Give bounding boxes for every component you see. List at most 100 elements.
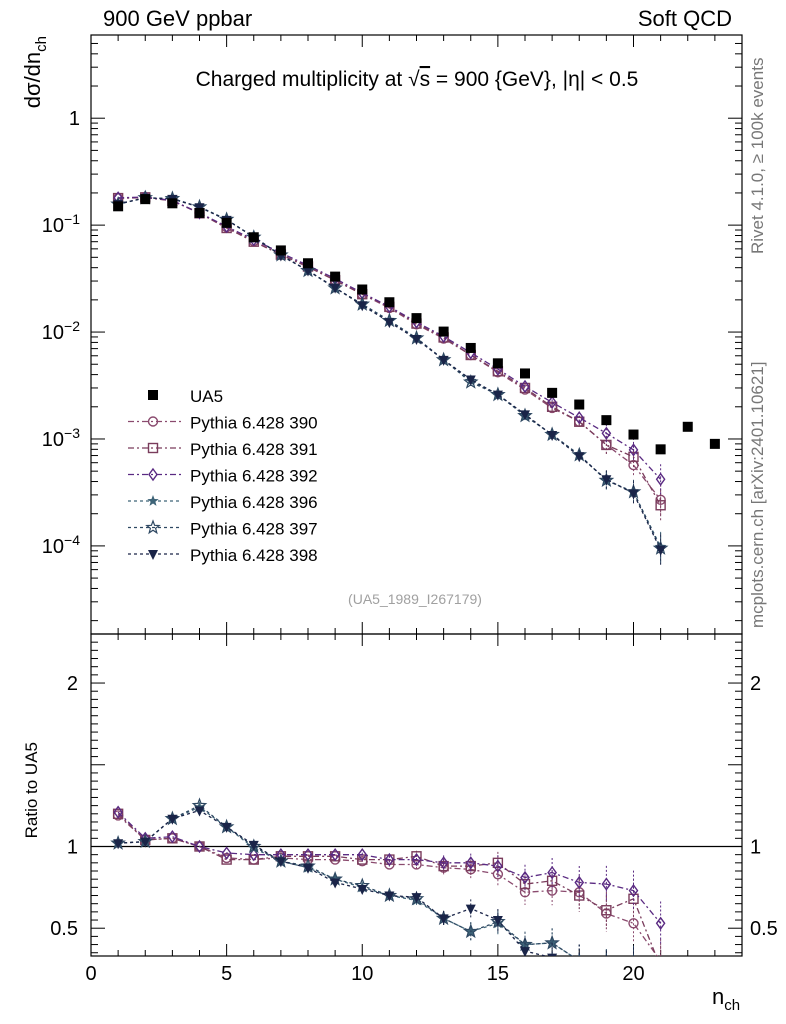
series-391-ratio-point [248, 854, 259, 865]
ua5-data-point [709, 438, 720, 449]
series-398-ratio-point [248, 840, 259, 851]
series-398-point [492, 390, 503, 401]
series-397-ratio-point [654, 984, 666, 996]
series-391-ratio-point [438, 860, 449, 872]
y-tick-label: 10−2 [42, 318, 80, 344]
series-396-ratio-point [655, 984, 666, 995]
legend-marker [148, 467, 158, 482]
ua5-data-point [492, 358, 503, 369]
ua5-data-point [601, 415, 612, 426]
series-392-ratio-point [330, 847, 340, 862]
series-398-ratio-point [275, 857, 286, 868]
series-398-ratio-point [330, 878, 341, 889]
series-398-ratio-point [438, 914, 449, 925]
legend-marker [145, 519, 161, 535]
ua5-data-point [140, 194, 151, 205]
series-398-point [628, 489, 639, 500]
series-398-ratio-point [221, 822, 232, 833]
legend-marker [147, 416, 159, 427]
legend-marker [148, 550, 158, 560]
series-391-ratio-point [519, 878, 531, 890]
y-tick-label: 10−3 [42, 425, 80, 451]
ratio-y-tick-label-right: 0.5 [750, 918, 778, 940]
series-398-ratio-point [194, 806, 205, 817]
series-398-point [601, 475, 612, 486]
series-392-ratio-point [547, 865, 557, 880]
series-398-point [303, 266, 313, 277]
ua5-data-point [682, 421, 693, 432]
series-392-point [547, 395, 557, 410]
ua5-data-point [357, 284, 368, 295]
series-390-ratio-point [628, 918, 639, 929]
ratio-axis-label: Ratio to UA5 [22, 742, 41, 838]
ua5-data-point [574, 399, 585, 410]
series-390-ratio-point [658, 955, 663, 956]
series-398-ratio-point [167, 814, 178, 825]
series-398-point [330, 283, 341, 294]
series-392-ratio-point [411, 852, 422, 867]
series-398-ratio-point [520, 947, 530, 956]
series-392-point [655, 472, 666, 486]
series-398-point [357, 301, 368, 312]
series-391-point [628, 451, 639, 463]
series-391-point [655, 500, 666, 511]
series-392-ratio-point [248, 847, 259, 862]
series-397-ratio-point [462, 923, 479, 939]
ua5-data-point [275, 245, 286, 256]
main-plot-area [110, 189, 720, 565]
series-392-ratio-point [601, 877, 612, 891]
series-398-point [547, 430, 558, 441]
series-398-ratio-point [492, 916, 503, 927]
series-398-ratio-point [465, 904, 476, 915]
series-392-ratio-point [221, 846, 232, 860]
ua5-data-point [113, 201, 124, 212]
ua5-data-point [248, 232, 259, 243]
ratio-plot-area [110, 797, 666, 996]
series-392-ratio-point [194, 839, 205, 854]
legend-label: Pythia 6.428 396 [190, 493, 318, 512]
ratio-y-tick-label-left: 1 [67, 836, 78, 858]
series-392-ratio-point [167, 829, 178, 844]
y-axis-label: dσ/dnch [20, 36, 50, 108]
series-398-ratio-point [574, 957, 584, 967]
x-tick-label: 5 [221, 963, 232, 985]
legend-label: Pythia 6.428 392 [190, 467, 318, 486]
ua5-data-point [330, 271, 341, 282]
y-tick-label: 10−1 [42, 211, 80, 237]
series-392-ratio-point [628, 883, 639, 898]
ua5-data-point [221, 217, 232, 228]
ua5-data-point [194, 207, 205, 218]
ua5-data-point [547, 387, 558, 398]
series-396-ratio-point [601, 961, 612, 972]
ua5-data-point [628, 429, 639, 440]
header-left: 900 GeV ppbar [103, 6, 253, 31]
ua5-data-point [520, 368, 530, 379]
series-392-ratio-point [357, 847, 368, 862]
series-391-ratio-point [221, 854, 232, 865]
series-398-point [465, 375, 476, 386]
series-398-ratio-point [547, 953, 558, 956]
series-398-point [384, 318, 395, 329]
series-391-ratio-point [656, 963, 665, 972]
series-398-ratio-point [140, 837, 151, 848]
legend-label: Pythia 6.428 398 [190, 546, 318, 565]
ua5-data-point [411, 313, 422, 324]
series-392-ratio-point [655, 916, 666, 930]
legend-marker-ua5 [148, 390, 158, 400]
ratio-y-tick-label-left: 0.5 [50, 918, 78, 940]
ratio-y-tick-label-right: 1 [750, 836, 761, 858]
series-391-ratio-line [117, 813, 657, 956]
x-tick-label: 20 [622, 963, 644, 985]
x-axis-label: nch [712, 984, 740, 1014]
series-391-point [546, 401, 558, 412]
ua5-data-point [655, 444, 666, 455]
series-398-ratio-point [601, 965, 611, 975]
series-398-point [520, 410, 530, 421]
series-398-ratio-point [303, 863, 313, 874]
ratio-y-tick-label-left: 2 [67, 673, 78, 695]
legend-label-ua5: UA5 [190, 387, 223, 406]
ratio-plot-frame [90, 633, 743, 957]
series-392-point [628, 443, 639, 457]
series-392-point [574, 411, 585, 425]
